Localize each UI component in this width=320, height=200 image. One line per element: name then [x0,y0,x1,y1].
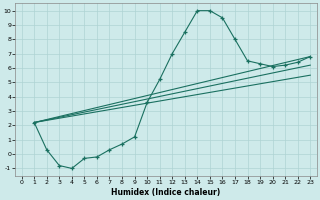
X-axis label: Humidex (Indice chaleur): Humidex (Indice chaleur) [111,188,220,197]
